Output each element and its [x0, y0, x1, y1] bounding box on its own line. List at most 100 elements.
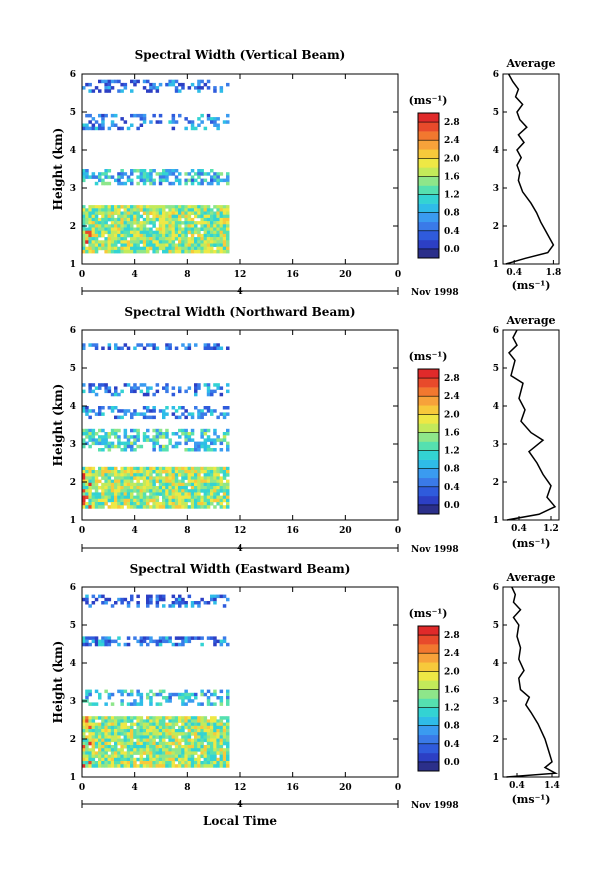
- heatmap-cell: [101, 214, 105, 219]
- heatmap-cell: [206, 492, 211, 496]
- heatmap-cell: [152, 764, 156, 768]
- heatmap-cell: [190, 120, 195, 124]
- heatmap-cell: [110, 692, 115, 697]
- heatmap-cell: [94, 243, 99, 247]
- colorbar-tick-label: 0.0: [444, 245, 460, 255]
- heatmap-cell: [194, 745, 198, 749]
- heatmap-cell: [142, 489, 147, 493]
- heatmap-cell: [158, 716, 163, 720]
- heatmap-cell: [200, 486, 204, 490]
- heatmap-cell: [168, 738, 172, 743]
- heatmap-cell: [222, 473, 227, 477]
- heatmap-cell: [146, 495, 150, 500]
- heatmap-cell: [187, 224, 192, 228]
- heatmap-cell: [181, 86, 185, 90]
- heatmap-cell: [184, 725, 188, 730]
- heatmap-cell: [117, 227, 121, 231]
- heatmap-cell: [117, 224, 121, 228]
- heatmap-cell: [136, 211, 140, 215]
- heatmap-cell: [126, 604, 131, 608]
- heatmap-cell: [155, 383, 160, 387]
- heatmap-cell: [219, 757, 224, 762]
- heatmap-cell: [126, 230, 131, 235]
- heatmap-cell: [88, 383, 92, 387]
- heatmap-cell: [94, 489, 99, 493]
- heatmap-cell: [158, 489, 163, 493]
- heatmap-cell: [213, 692, 217, 697]
- heatmap-cell: [162, 224, 166, 228]
- heatmap-cell: [101, 505, 105, 509]
- heatmap-cell: [168, 476, 172, 480]
- heatmap-cell: [206, 406, 211, 410]
- heatmap-cell: [110, 716, 115, 720]
- heatmap-cell: [203, 82, 208, 87]
- heatmap-cell: [165, 741, 169, 746]
- heatmap-cell: [210, 389, 214, 394]
- heatmap-cell: [174, 249, 179, 254]
- heatmap-cell: [162, 636, 166, 640]
- heatmap-cell: [184, 492, 188, 496]
- heatmap-cell: [88, 230, 92, 235]
- heatmap-cell: [114, 230, 118, 235]
- heatmap-cell: [139, 227, 144, 231]
- x-tick-label: 12: [234, 526, 247, 536]
- heatmap-cell: [194, 386, 198, 390]
- heatmap-cell: [82, 432, 86, 436]
- heatmap-cell: [91, 702, 96, 706]
- heatmap-cell: [91, 757, 96, 762]
- heatmap-cell: [101, 489, 105, 493]
- heatmap-cell: [91, 473, 96, 477]
- heatmap-cell: [181, 473, 185, 477]
- heatmap-cell: [120, 732, 124, 736]
- heatmap-cell: [146, 716, 150, 720]
- heatmap-cell: [213, 719, 217, 723]
- heatmap-cell: [101, 601, 105, 605]
- heatmap-cell: [200, 729, 204, 733]
- heatmap-cell: [101, 732, 105, 736]
- heatmap-cell: [85, 502, 89, 506]
- heatmap-cell: [107, 639, 112, 644]
- heatmap-cell: [203, 448, 208, 452]
- heatmap-cell: [206, 764, 211, 768]
- heatmap-cell: [190, 126, 195, 131]
- heatmap-cell: [206, 479, 211, 484]
- heatmap-cell: [162, 498, 166, 503]
- heatmap-cell: [142, 412, 147, 416]
- heatmap-cell: [110, 432, 115, 436]
- heatmap-cell: [133, 441, 137, 446]
- heatmap-cell: [174, 89, 179, 93]
- heatmap-cell: [120, 751, 124, 755]
- heatmap-cell: [194, 243, 198, 247]
- heatmap-cell: [94, 126, 99, 131]
- heatmap-cell: [155, 601, 160, 605]
- heatmap-cell: [162, 719, 166, 723]
- heatmap-cell: [149, 205, 153, 209]
- heatmap-cell: [82, 441, 86, 446]
- heatmap-cell: [149, 211, 153, 215]
- heatmap-cell: [107, 748, 112, 752]
- heatmap-cell: [114, 246, 118, 251]
- heatmap-cell: [197, 722, 201, 727]
- heatmap-cell: [152, 169, 156, 173]
- heatmap-cell: [194, 214, 198, 219]
- heatmap-cell: [181, 764, 185, 768]
- heatmap-cell: [184, 224, 188, 228]
- heatmap-cell: [219, 719, 224, 723]
- heatmap-cell: [197, 732, 201, 736]
- heatmap-cell: [216, 205, 220, 209]
- heatmap-cell: [149, 639, 153, 644]
- heatmap-cell: [101, 738, 105, 743]
- heatmap-cell: [146, 386, 150, 390]
- heatmap-cell: [82, 208, 86, 212]
- heatmap-cell: [171, 214, 176, 219]
- heatmap-cell: [107, 126, 112, 131]
- heatmap-cell: [181, 498, 185, 503]
- heatmap-cell: [114, 764, 118, 768]
- heatmap-cell: [155, 489, 160, 493]
- heatmap-cell: [190, 751, 195, 755]
- colorbar-swatch: [418, 423, 439, 433]
- heatmap-cell: [82, 343, 86, 347]
- heatmap-cell: [194, 757, 198, 762]
- heatmap-cell: [197, 412, 201, 416]
- heatmap-cell: [117, 489, 121, 493]
